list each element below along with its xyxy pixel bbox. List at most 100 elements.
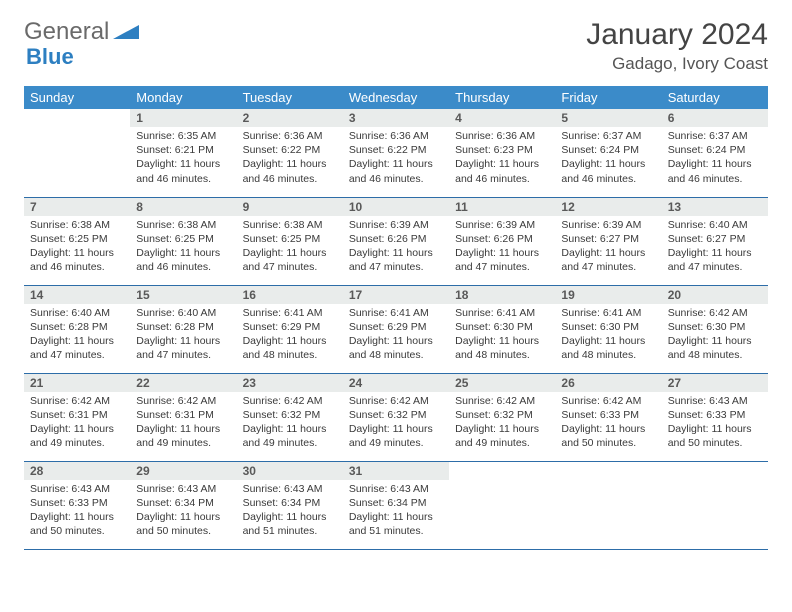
- calendar-week-row: 28Sunrise: 6:43 AMSunset: 6:33 PMDayligh…: [24, 461, 768, 549]
- calendar-day-cell: 14Sunrise: 6:40 AMSunset: 6:28 PMDayligh…: [24, 285, 130, 373]
- calendar-day-cell: 8Sunrise: 6:38 AMSunset: 6:25 PMDaylight…: [130, 197, 236, 285]
- calendar-day-cell: 20Sunrise: 6:42 AMSunset: 6:30 PMDayligh…: [662, 285, 768, 373]
- weekday-header: Thursday: [449, 86, 555, 109]
- day-data: Sunrise: 6:42 AMSunset: 6:32 PMDaylight:…: [343, 392, 449, 457]
- calendar-day-cell: [24, 109, 130, 197]
- header: General January 2024 Gadago, Ivory Coast: [24, 18, 768, 74]
- day-number: 26: [555, 374, 661, 392]
- day-line-sr: Sunrise: 6:43 AM: [243, 482, 337, 496]
- calendar-week-row: 14Sunrise: 6:40 AMSunset: 6:28 PMDayligh…: [24, 285, 768, 373]
- day-number: 17: [343, 286, 449, 304]
- calendar-day-cell: 18Sunrise: 6:41 AMSunset: 6:30 PMDayligh…: [449, 285, 555, 373]
- day-number: 15: [130, 286, 236, 304]
- location: Gadago, Ivory Coast: [586, 54, 768, 74]
- calendar-day-cell: 26Sunrise: 6:42 AMSunset: 6:33 PMDayligh…: [555, 373, 661, 461]
- day-data: Sunrise: 6:41 AMSunset: 6:30 PMDaylight:…: [555, 304, 661, 369]
- day-line-ss: Sunset: 6:26 PM: [349, 232, 443, 246]
- day-line-ss: Sunset: 6:27 PM: [668, 232, 762, 246]
- day-line-d2: and 47 minutes.: [349, 260, 443, 274]
- day-line-d2: and 49 minutes.: [455, 436, 549, 450]
- day-line-d1: Daylight: 11 hours: [349, 422, 443, 436]
- day-line-sr: Sunrise: 6:38 AM: [243, 218, 337, 232]
- day-data: Sunrise: 6:39 AMSunset: 6:27 PMDaylight:…: [555, 216, 661, 281]
- day-data: Sunrise: 6:40 AMSunset: 6:28 PMDaylight:…: [130, 304, 236, 369]
- day-data: Sunrise: 6:42 AMSunset: 6:33 PMDaylight:…: [555, 392, 661, 457]
- day-number: 31: [343, 462, 449, 480]
- day-line-ss: Sunset: 6:24 PM: [668, 143, 762, 157]
- calendar-day-cell: 3Sunrise: 6:36 AMSunset: 6:22 PMDaylight…: [343, 109, 449, 197]
- day-line-d2: and 48 minutes.: [349, 348, 443, 362]
- day-data: Sunrise: 6:39 AMSunset: 6:26 PMDaylight:…: [449, 216, 555, 281]
- weekday-header: Wednesday: [343, 86, 449, 109]
- calendar-table: Sunday Monday Tuesday Wednesday Thursday…: [24, 86, 768, 550]
- day-line-sr: Sunrise: 6:38 AM: [30, 218, 124, 232]
- calendar-day-cell: [555, 461, 661, 549]
- day-line-d1: Daylight: 11 hours: [561, 334, 655, 348]
- day-data: Sunrise: 6:43 AMSunset: 6:33 PMDaylight:…: [24, 480, 130, 545]
- day-line-ss: Sunset: 6:30 PM: [561, 320, 655, 334]
- day-number: 27: [662, 374, 768, 392]
- day-line-d1: Daylight: 11 hours: [30, 510, 124, 524]
- day-number: 13: [662, 198, 768, 216]
- day-number: 5: [555, 109, 661, 127]
- day-line-d2: and 49 minutes.: [349, 436, 443, 450]
- day-data: Sunrise: 6:35 AMSunset: 6:21 PMDaylight:…: [130, 127, 236, 192]
- day-line-d1: Daylight: 11 hours: [349, 246, 443, 260]
- day-line-sr: Sunrise: 6:36 AM: [243, 129, 337, 143]
- day-number: 21: [24, 374, 130, 392]
- calendar-week-row: 21Sunrise: 6:42 AMSunset: 6:31 PMDayligh…: [24, 373, 768, 461]
- day-number: 6: [662, 109, 768, 127]
- calendar-day-cell: 22Sunrise: 6:42 AMSunset: 6:31 PMDayligh…: [130, 373, 236, 461]
- day-line-d2: and 46 minutes.: [136, 172, 230, 186]
- day-line-sr: Sunrise: 6:36 AM: [349, 129, 443, 143]
- day-line-d2: and 47 minutes.: [668, 260, 762, 274]
- day-line-sr: Sunrise: 6:42 AM: [455, 394, 549, 408]
- day-line-ss: Sunset: 6:34 PM: [136, 496, 230, 510]
- day-data: Sunrise: 6:37 AMSunset: 6:24 PMDaylight:…: [662, 127, 768, 192]
- day-number: 8: [130, 198, 236, 216]
- day-line-d1: Daylight: 11 hours: [561, 246, 655, 260]
- day-line-sr: Sunrise: 6:35 AM: [136, 129, 230, 143]
- day-number: 1: [130, 109, 236, 127]
- day-line-d2: and 48 minutes.: [668, 348, 762, 362]
- day-line-ss: Sunset: 6:24 PM: [561, 143, 655, 157]
- day-line-d2: and 49 minutes.: [30, 436, 124, 450]
- day-line-ss: Sunset: 6:28 PM: [30, 320, 124, 334]
- day-line-sr: Sunrise: 6:42 AM: [136, 394, 230, 408]
- day-line-d2: and 48 minutes.: [455, 348, 549, 362]
- day-line-d2: and 48 minutes.: [561, 348, 655, 362]
- day-line-ss: Sunset: 6:23 PM: [455, 143, 549, 157]
- day-line-sr: Sunrise: 6:37 AM: [668, 129, 762, 143]
- calendar-day-cell: 7Sunrise: 6:38 AMSunset: 6:25 PMDaylight…: [24, 197, 130, 285]
- day-number: 25: [449, 374, 555, 392]
- day-line-d2: and 47 minutes.: [136, 348, 230, 362]
- day-line-d2: and 49 minutes.: [136, 436, 230, 450]
- day-line-ss: Sunset: 6:25 PM: [30, 232, 124, 246]
- day-line-ss: Sunset: 6:30 PM: [455, 320, 549, 334]
- day-line-d1: Daylight: 11 hours: [455, 246, 549, 260]
- calendar-week-row: 7Sunrise: 6:38 AMSunset: 6:25 PMDaylight…: [24, 197, 768, 285]
- day-data: Sunrise: 6:38 AMSunset: 6:25 PMDaylight:…: [237, 216, 343, 281]
- day-line-ss: Sunset: 6:34 PM: [243, 496, 337, 510]
- day-number: 11: [449, 198, 555, 216]
- day-line-d2: and 46 minutes.: [349, 172, 443, 186]
- day-number: 7: [24, 198, 130, 216]
- day-line-sr: Sunrise: 6:42 AM: [668, 306, 762, 320]
- day-line-ss: Sunset: 6:30 PM: [668, 320, 762, 334]
- day-line-ss: Sunset: 6:31 PM: [136, 408, 230, 422]
- day-line-sr: Sunrise: 6:42 AM: [561, 394, 655, 408]
- day-line-d1: Daylight: 11 hours: [668, 422, 762, 436]
- logo: General: [24, 18, 139, 46]
- day-line-ss: Sunset: 6:21 PM: [136, 143, 230, 157]
- day-line-d1: Daylight: 11 hours: [136, 510, 230, 524]
- day-line-ss: Sunset: 6:25 PM: [243, 232, 337, 246]
- day-line-sr: Sunrise: 6:43 AM: [30, 482, 124, 496]
- day-line-d2: and 47 minutes.: [455, 260, 549, 274]
- day-data: Sunrise: 6:41 AMSunset: 6:30 PMDaylight:…: [449, 304, 555, 369]
- calendar-day-cell: 21Sunrise: 6:42 AMSunset: 6:31 PMDayligh…: [24, 373, 130, 461]
- day-line-d2: and 50 minutes.: [136, 524, 230, 538]
- calendar-day-cell: 17Sunrise: 6:41 AMSunset: 6:29 PMDayligh…: [343, 285, 449, 373]
- day-line-d2: and 46 minutes.: [243, 172, 337, 186]
- day-line-sr: Sunrise: 6:42 AM: [30, 394, 124, 408]
- day-line-d1: Daylight: 11 hours: [30, 334, 124, 348]
